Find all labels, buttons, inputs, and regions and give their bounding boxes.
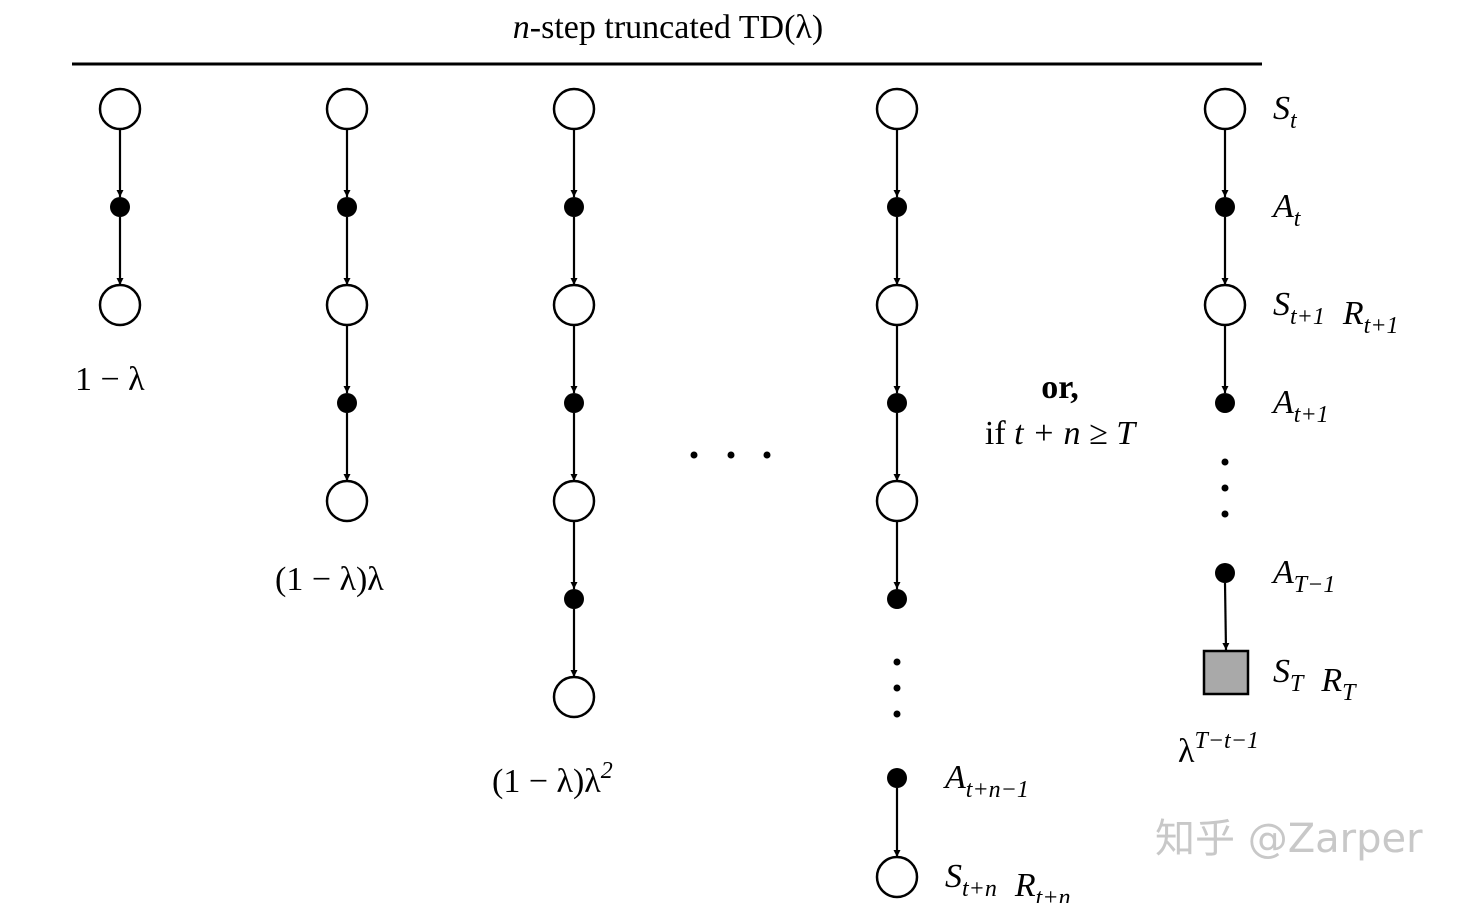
dot	[763, 451, 771, 459]
episode-label: At	[1271, 188, 1302, 232]
weight-label-base: (1 − λ)λ	[492, 763, 601, 800]
episode-label-base: A	[1271, 188, 1294, 225]
dot	[727, 451, 735, 459]
state-node	[1203, 283, 1247, 327]
episode-label: St	[1273, 90, 1298, 134]
if-word: if	[985, 415, 1006, 452]
state-node	[552, 283, 596, 327]
dot	[690, 451, 698, 459]
episode-label-sub: t+1	[1294, 402, 1329, 428]
weight-label-base: 1 − λ	[75, 361, 145, 398]
column-n-label-sub: t+n	[1036, 885, 1071, 903]
dot	[1221, 484, 1229, 492]
action-node	[887, 589, 907, 609]
action-node	[1215, 197, 1235, 217]
if-expr: t + n ≥ T	[1014, 415, 1137, 452]
episode-label-sub: t	[1294, 206, 1302, 232]
weight-label-base: (1 − λ)λ	[275, 561, 384, 598]
column-n-label-base: S	[945, 858, 962, 895]
action-node	[1215, 563, 1235, 583]
weight-label-base: λ	[1178, 733, 1195, 770]
column-n-label-base: R	[1014, 867, 1036, 903]
episode-label-base: R	[1342, 295, 1364, 332]
episode-label-sub: T	[1290, 671, 1305, 697]
state-node	[875, 283, 919, 327]
episode-label-base: S	[1273, 90, 1290, 127]
episode-label: St+1 Rt+1	[1273, 286, 1399, 339]
terminal-node	[1202, 649, 1250, 696]
state-node	[552, 675, 596, 719]
state-node	[325, 479, 369, 523]
state-node	[552, 87, 596, 131]
weight-label: (1 − λ)λ	[275, 561, 384, 598]
title: n-step truncated TD(λ)	[513, 9, 823, 46]
action-node	[110, 197, 130, 217]
action-node	[337, 197, 357, 217]
episode-label: ST RT	[1273, 653, 1357, 706]
state-node	[875, 479, 919, 523]
action-node	[564, 197, 584, 217]
or-label: or,	[1041, 369, 1078, 406]
column-n-label: At+n−1	[943, 759, 1029, 803]
if-label: if t + n ≥ T	[985, 415, 1137, 452]
weight-label: λT−t−1	[1178, 728, 1259, 770]
action-node	[564, 393, 584, 413]
arrow	[1222, 582, 1230, 651]
column-n-label-sub: t+n	[962, 876, 997, 902]
weight-label: 1 − λ	[75, 361, 145, 398]
action-node	[1215, 393, 1235, 413]
state-node	[1203, 87, 1247, 131]
dot	[893, 684, 901, 692]
episode-label-base: S	[1273, 653, 1290, 690]
title-rest: -step truncated TD(λ)	[530, 9, 823, 46]
episode-label-sub: t	[1290, 108, 1298, 134]
action-node	[887, 768, 907, 788]
action-node	[887, 197, 907, 217]
column-n-label-base: A	[943, 759, 966, 796]
dot	[893, 710, 901, 718]
episode-label-sub: T−1	[1294, 572, 1336, 598]
dot	[893, 658, 901, 666]
action-node	[564, 589, 584, 609]
column-n-label-sub: t+n−1	[966, 777, 1029, 803]
column-n-label: St+n Rt+n	[945, 858, 1071, 903]
episode-label-sub: t+1	[1364, 313, 1399, 339]
episode-label-sub: T	[1342, 680, 1357, 706]
state-node	[98, 283, 142, 327]
state-node	[875, 855, 919, 899]
episode-label-sub: t+1	[1290, 304, 1325, 330]
state-node	[98, 87, 142, 131]
state-node	[875, 87, 919, 131]
action-node	[887, 393, 907, 413]
state-node	[552, 479, 596, 523]
dot	[1221, 510, 1229, 518]
episode-label-base: R	[1320, 662, 1342, 699]
weight-label-sup: 2	[601, 758, 613, 784]
episode-label-base: S	[1273, 286, 1290, 323]
episode-label-base: A	[1271, 554, 1294, 591]
state-node	[325, 87, 369, 131]
action-node	[337, 393, 357, 413]
episode-label: AT−1	[1271, 554, 1335, 598]
weight-label: (1 − λ)λ2	[492, 758, 613, 800]
title-var: n	[513, 9, 530, 46]
state-node	[325, 283, 369, 327]
watermark: 知乎 @Zarper	[1155, 816, 1423, 862]
weight-label-sup: T−t−1	[1195, 728, 1259, 754]
episode-label-base: A	[1271, 384, 1294, 421]
episode-label: At+1	[1271, 384, 1329, 428]
dot	[1221, 458, 1229, 466]
